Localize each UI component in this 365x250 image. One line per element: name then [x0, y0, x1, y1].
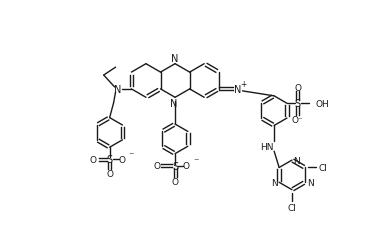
Text: O⁻: O⁻: [292, 115, 304, 124]
Text: ⁻: ⁻: [128, 150, 134, 160]
Text: N: N: [307, 178, 314, 187]
Text: ⁻: ⁻: [193, 157, 199, 167]
Text: Cl: Cl: [288, 203, 296, 212]
Text: HN: HN: [260, 142, 273, 151]
Text: S: S: [172, 161, 178, 171]
Text: Cl: Cl: [318, 163, 327, 172]
Text: +: +: [240, 80, 247, 89]
Text: S: S: [107, 154, 113, 164]
Text: N: N: [272, 178, 278, 187]
Text: N: N: [293, 156, 300, 165]
Text: N: N: [114, 84, 121, 94]
Text: N: N: [170, 99, 178, 109]
Text: O: O: [106, 170, 113, 179]
Text: O: O: [118, 155, 125, 164]
Text: O: O: [294, 84, 301, 92]
Text: O: O: [172, 177, 178, 186]
Text: S: S: [295, 99, 301, 109]
Text: O: O: [154, 161, 161, 170]
Text: N: N: [234, 84, 241, 94]
Text: O: O: [182, 161, 189, 170]
Text: O: O: [89, 155, 96, 164]
Text: OH: OH: [316, 99, 329, 108]
Text: N: N: [172, 54, 179, 64]
